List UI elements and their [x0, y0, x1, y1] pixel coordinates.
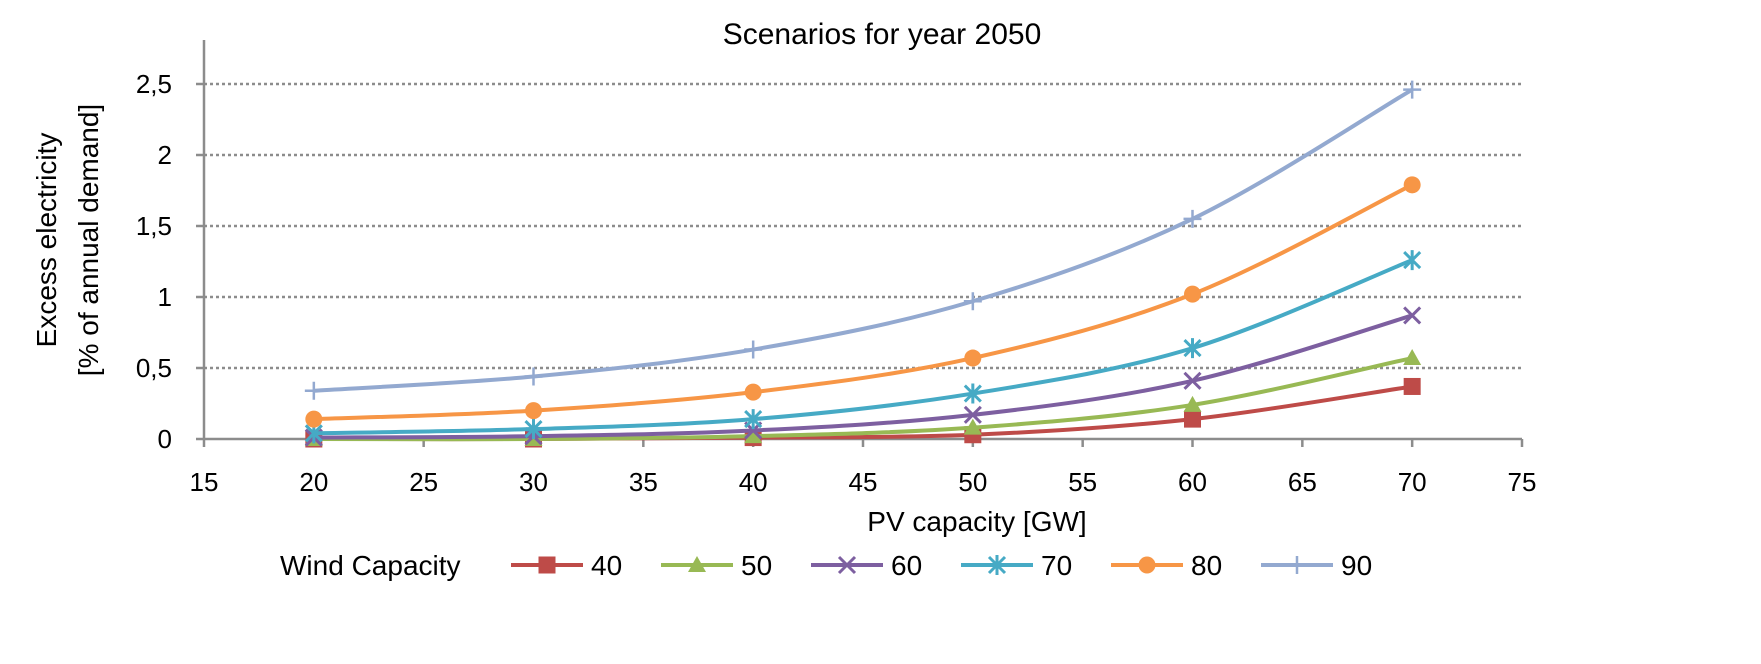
data-point-50	[1183, 395, 1202, 412]
data-point-50	[744, 427, 763, 444]
x-tick-label: 15	[190, 467, 219, 497]
y-tick-label: 0,5	[136, 353, 172, 383]
y-tick-label: 0	[158, 424, 172, 454]
data-point-90	[304, 381, 323, 400]
y-tick-label: 1,5	[136, 211, 172, 241]
x-tick-label: 25	[409, 467, 438, 497]
data-point-50	[1403, 349, 1422, 366]
series-60	[304, 306, 1422, 447]
data-point-70	[524, 419, 543, 440]
x-tick-label: 60	[1178, 467, 1207, 497]
legend-item-70: 70	[961, 550, 1072, 581]
data-point-90	[1183, 209, 1202, 228]
data-point-70	[963, 383, 982, 404]
legend-label-60: 60	[891, 550, 922, 581]
data-point-90	[1403, 80, 1422, 99]
y-tick-label: 1	[158, 282, 172, 312]
legend-label-70: 70	[1041, 550, 1072, 581]
data-point-70	[1403, 250, 1422, 271]
x-axis-title: PV capacity [GW]	[867, 506, 1086, 537]
legend-label-40: 40	[591, 550, 622, 581]
data-point-80	[1403, 176, 1421, 194]
series-70	[304, 250, 1422, 444]
legend-item-50: 50	[661, 550, 772, 581]
legend: Wind Capacity 40 50 60 70 80 90	[280, 550, 1372, 581]
data-point-80	[1184, 285, 1201, 303]
data-point-90	[963, 292, 982, 311]
data-point-60	[1403, 306, 1422, 325]
legend-marker-90	[1288, 556, 1306, 574]
gridlines	[204, 82, 1522, 370]
data-point-90	[744, 340, 763, 359]
x-tick-label: 55	[1068, 467, 1097, 497]
legend-marker-40	[538, 556, 556, 574]
series-line-70	[313, 258, 1413, 436]
legend-item-80: 80	[1111, 550, 1222, 581]
legend-item-40: 40	[511, 550, 622, 581]
x-tick-label: 75	[1508, 467, 1537, 497]
x-tick-label: 65	[1288, 467, 1317, 497]
legend-label-80: 80	[1191, 550, 1222, 581]
legend-label-90: 90	[1341, 550, 1372, 581]
chart-title: Scenarios for year 2050	[723, 18, 1042, 51]
legend-item-90: 90	[1261, 550, 1372, 581]
x-tick-label: 20	[299, 467, 328, 497]
data-point-90	[524, 367, 543, 386]
y-tick-labels: 0 0,5 1 1,5 2 2,5	[136, 69, 172, 454]
data-point-40	[1403, 377, 1421, 395]
y-axis-title-line1: Excess electricity	[31, 133, 62, 348]
x-tick-label: 70	[1398, 467, 1427, 497]
data-point-60	[963, 405, 982, 424]
y-axis-title-line2: [% of annual demand]	[73, 104, 104, 376]
x-tick-label: 50	[958, 467, 987, 497]
series-line-60	[313, 313, 1413, 440]
x-tick-label: 45	[849, 467, 878, 497]
legend-label-50: 50	[741, 550, 772, 581]
legend-item-60: 60	[811, 550, 922, 581]
series-90	[304, 80, 1422, 400]
series-80	[305, 176, 1421, 428]
x-tick-label: 40	[739, 467, 768, 497]
data-point-80	[744, 383, 762, 401]
data-point-70	[744, 409, 763, 430]
series-line-80	[313, 183, 1414, 422]
data-point-80	[964, 349, 982, 367]
data-point-80	[525, 402, 542, 420]
legend-marker-50	[688, 556, 706, 572]
series-line-90	[313, 87, 1414, 393]
y-tick-label: 2,5	[136, 69, 172, 99]
y-tick-label: 2	[158, 140, 172, 170]
data-point-50	[963, 418, 982, 435]
legend-marker-60	[837, 555, 857, 575]
series-line-50	[313, 356, 1413, 442]
data-point-40	[1184, 410, 1201, 428]
data-point-60	[1183, 371, 1202, 390]
data-point-70	[1183, 338, 1202, 359]
legend-marker-70	[987, 555, 1007, 575]
series-layer	[304, 80, 1422, 448]
legend-marker-80	[1138, 556, 1156, 574]
x-tick-label: 35	[629, 467, 658, 497]
legend-title: Wind Capacity	[280, 550, 461, 581]
x-tick-label: 30	[519, 467, 548, 497]
data-point-80	[305, 410, 323, 428]
x-tick-labels: 15 20 25 30 35 40 45 50 55 60 65 70 75	[190, 467, 1537, 497]
